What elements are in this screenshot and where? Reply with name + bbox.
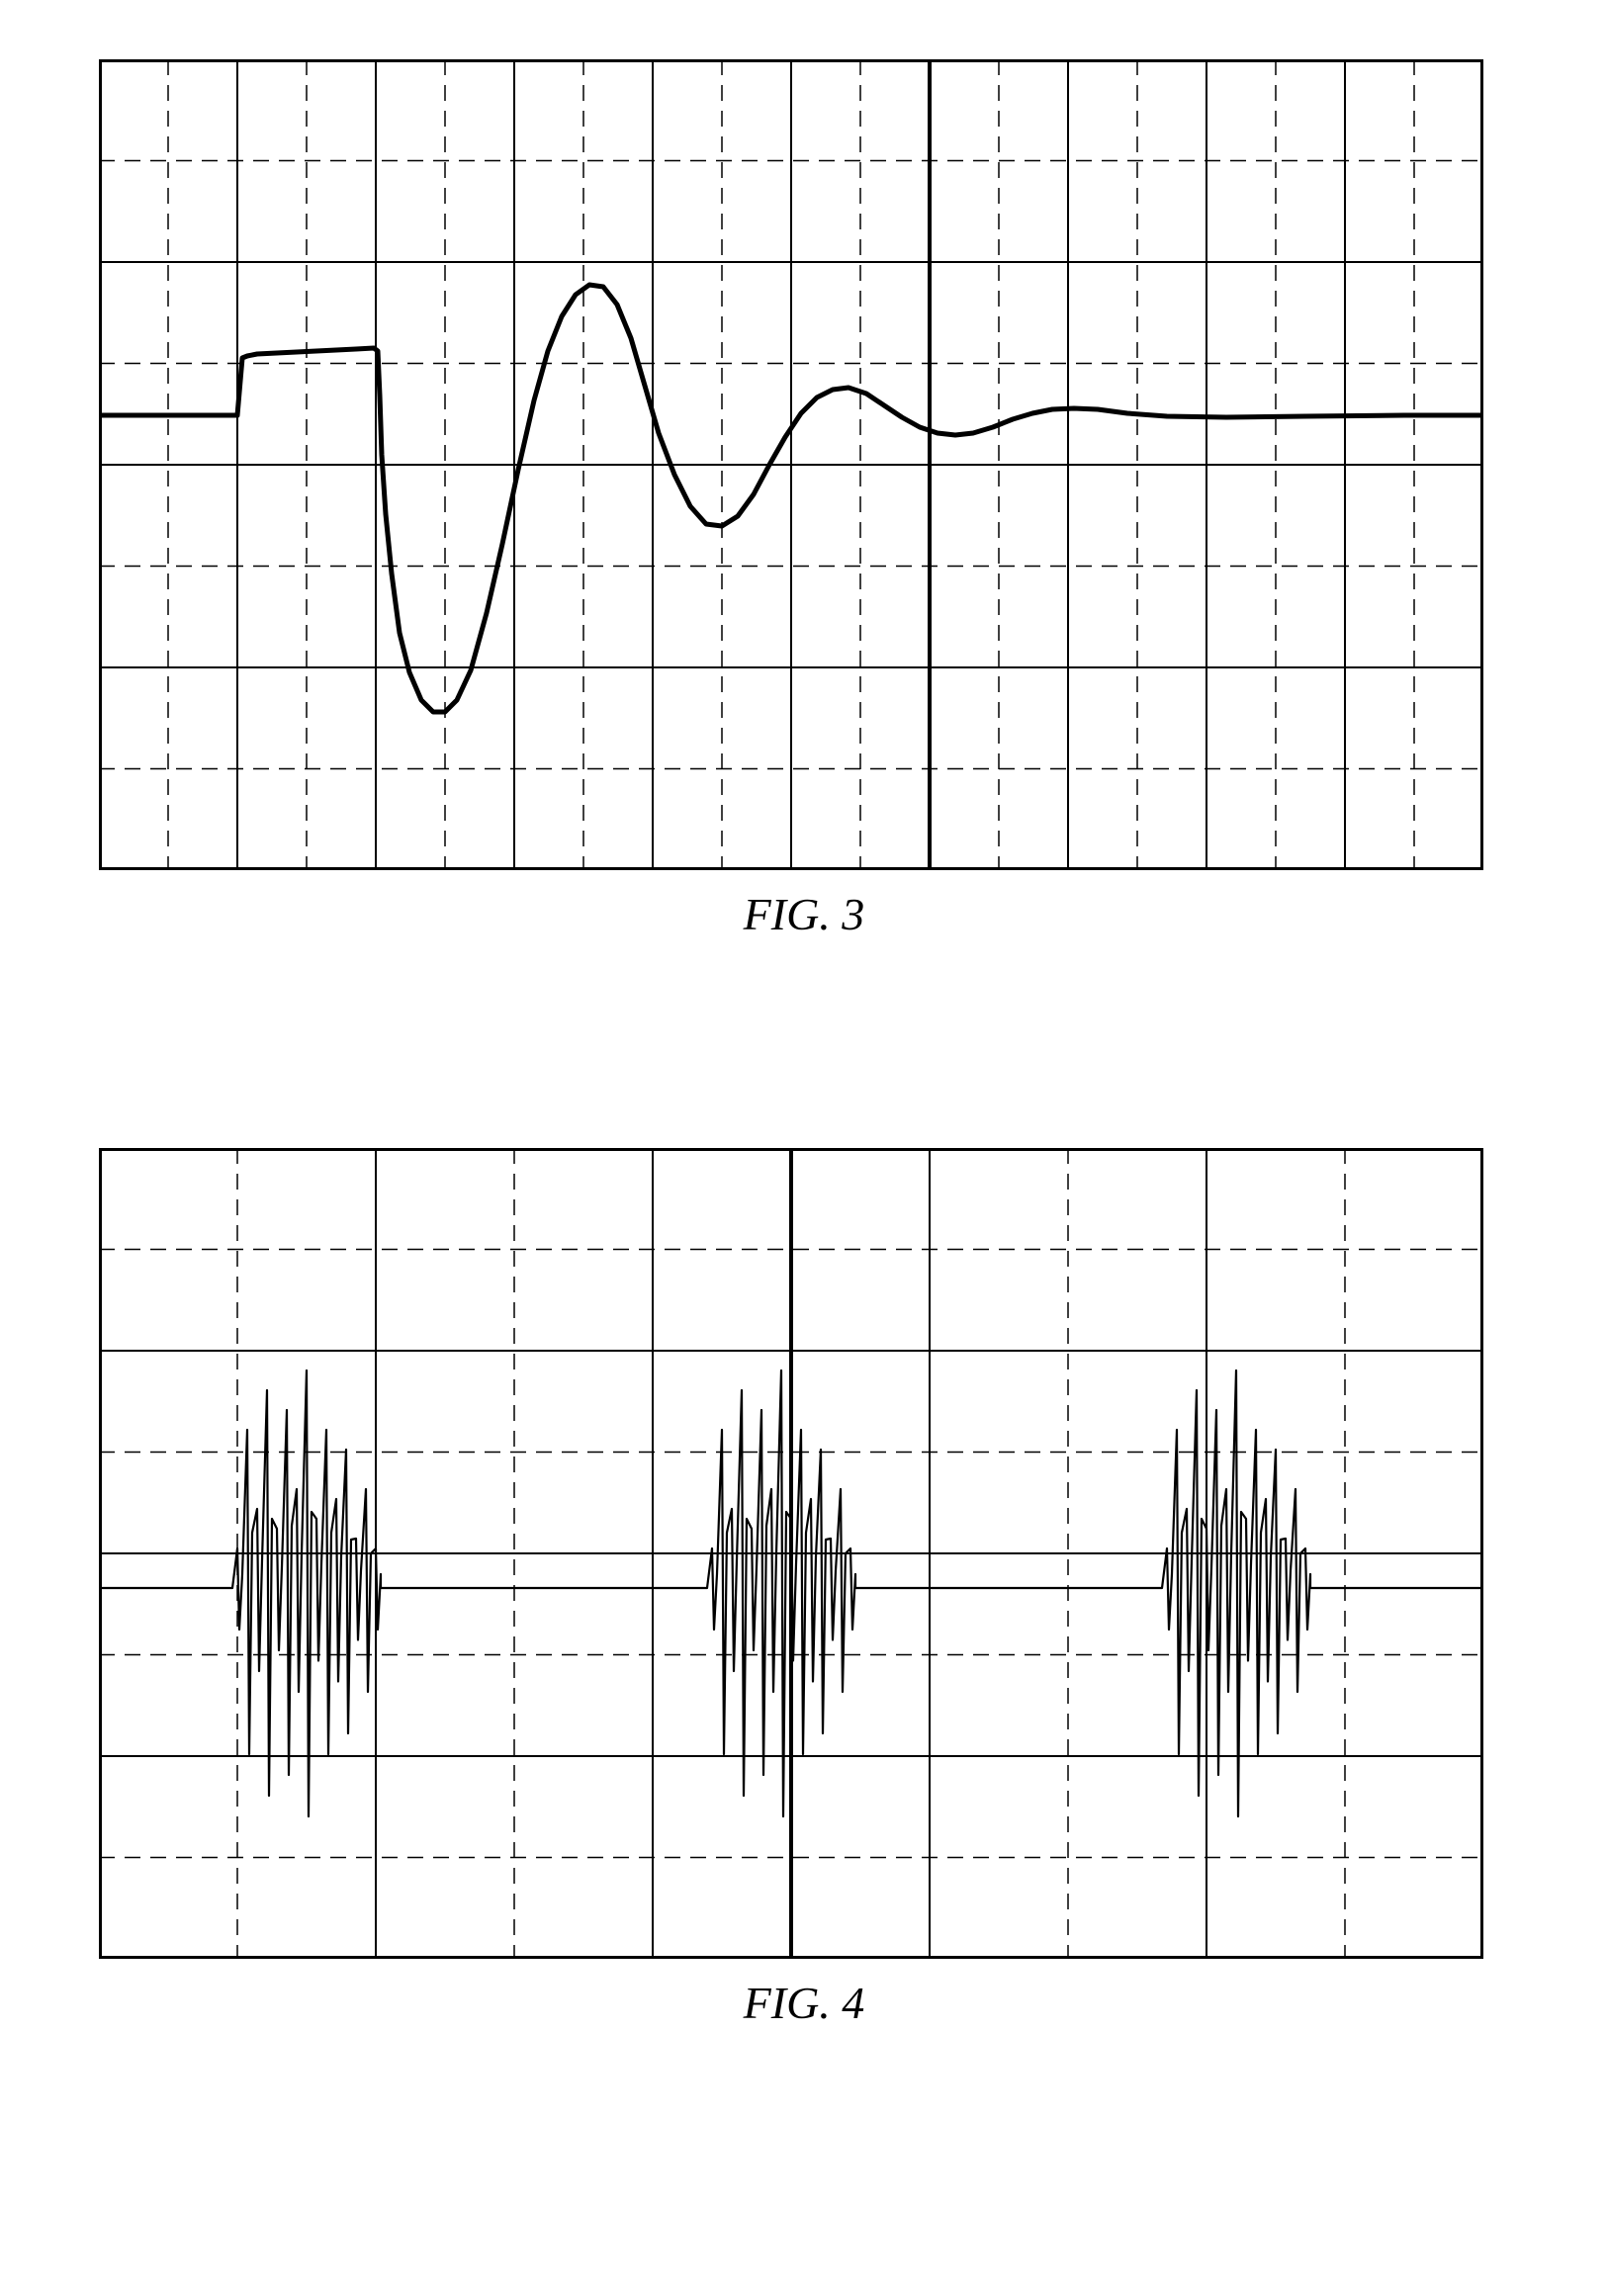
figure-3-caption: FIG. 3 xyxy=(99,888,1509,940)
page: FIG. 3 FIG. 4 xyxy=(0,0,1608,2108)
figure-4-plot xyxy=(99,1148,1483,1959)
figure-4-caption: FIG. 4 xyxy=(99,1977,1509,2029)
figure-gap xyxy=(99,940,1509,1148)
figure-4-panel: FIG. 4 xyxy=(99,1148,1509,2029)
figure-3-panel: FIG. 3 xyxy=(99,59,1509,940)
figure-3-plot xyxy=(99,59,1483,870)
